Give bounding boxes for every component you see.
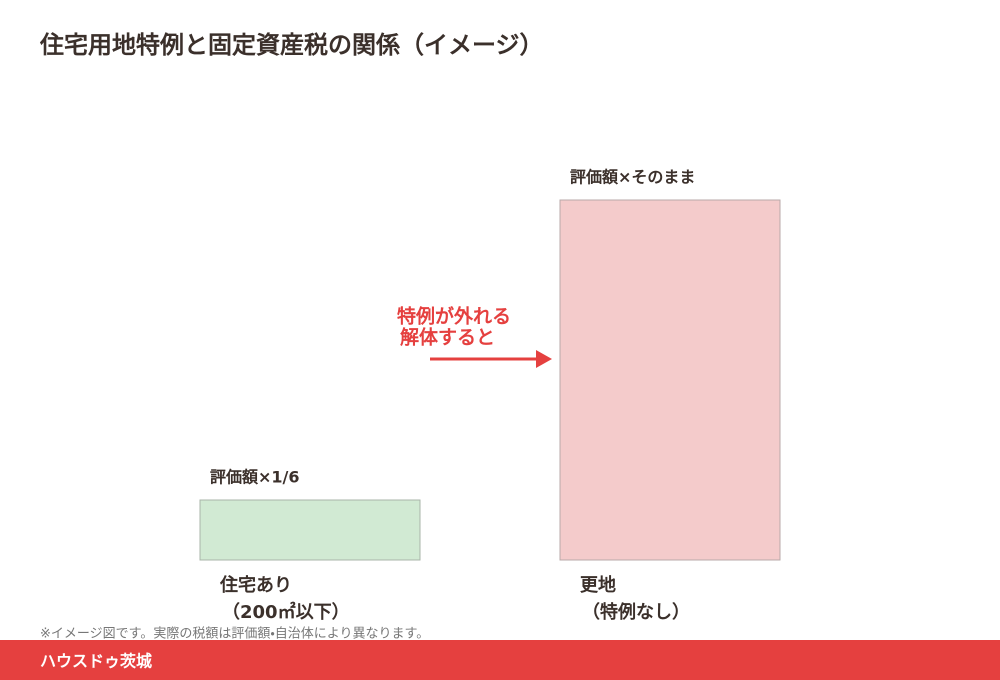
bar-label: （200㎡以下） (222, 601, 350, 623)
bar-with-house (199, 499, 421, 561)
arrow-head (536, 350, 552, 368)
arrow-label: 特例が外れる (397, 305, 511, 328)
bar-label: 更地 (580, 574, 616, 596)
title: 住宅用地特例と固定資産税の関係（イメージ） (39, 31, 544, 59)
note: ※イメージ図です。実際の税額は評価額・自治体により異なります。 (40, 626, 429, 642)
arrow-label: 解体すると (400, 326, 495, 349)
bar-label: （特例なし） (582, 601, 690, 623)
footer-band (0, 640, 1000, 680)
footer: ハウスドゥ茨城 (40, 652, 152, 671)
bar-caption: 評価額×1/6 (210, 468, 300, 487)
bar-vacant-land (559, 199, 781, 561)
bar-label: 住宅あり (219, 574, 292, 596)
bar-caption: 評価額×そのまま (570, 168, 695, 187)
